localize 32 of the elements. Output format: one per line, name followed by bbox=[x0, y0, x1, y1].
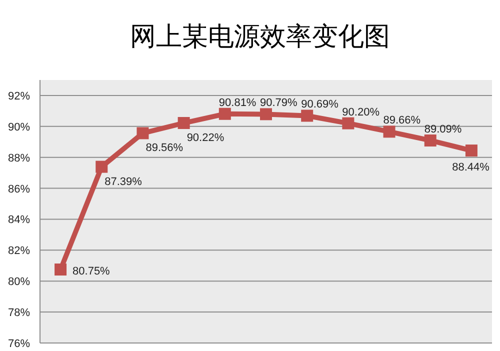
data-label: 88.44% bbox=[452, 162, 490, 174]
point bbox=[260, 108, 272, 120]
point bbox=[136, 127, 149, 140]
point bbox=[383, 126, 396, 138]
y-tick-label: 90% bbox=[8, 121, 30, 134]
data-label: 90.69% bbox=[301, 98, 339, 111]
point bbox=[96, 160, 108, 173]
y-tick-label: 88% bbox=[8, 152, 30, 164]
y-tick-label: 76% bbox=[8, 338, 30, 350]
data-label: 90.22% bbox=[186, 132, 224, 144]
data-label: 90.79% bbox=[260, 97, 298, 110]
y-tick-label: 86% bbox=[8, 183, 30, 196]
y-tick-label: 82% bbox=[8, 245, 30, 258]
data-label: 90.20% bbox=[342, 106, 380, 118]
point bbox=[424, 134, 436, 146]
chart-title: 网上某电源效率变化图 bbox=[130, 21, 390, 51]
y-tick-label: 80% bbox=[8, 276, 30, 288]
data-label: 87.39% bbox=[104, 176, 142, 188]
point bbox=[301, 110, 314, 122]
point bbox=[465, 144, 478, 157]
point bbox=[54, 264, 67, 276]
y-tick-label: 84% bbox=[8, 214, 30, 226]
y-tick-label: 78% bbox=[8, 307, 30, 320]
point bbox=[178, 117, 190, 130]
data-label: 89.66% bbox=[383, 114, 421, 127]
data-label: 89.09% bbox=[424, 123, 462, 136]
data-label: 90.81% bbox=[218, 96, 256, 109]
point bbox=[342, 117, 354, 130]
data-label: 80.75% bbox=[72, 266, 110, 278]
y-tick-label: 92% bbox=[8, 90, 30, 102]
point bbox=[218, 108, 231, 120]
data-label: 89.56% bbox=[146, 142, 184, 154]
